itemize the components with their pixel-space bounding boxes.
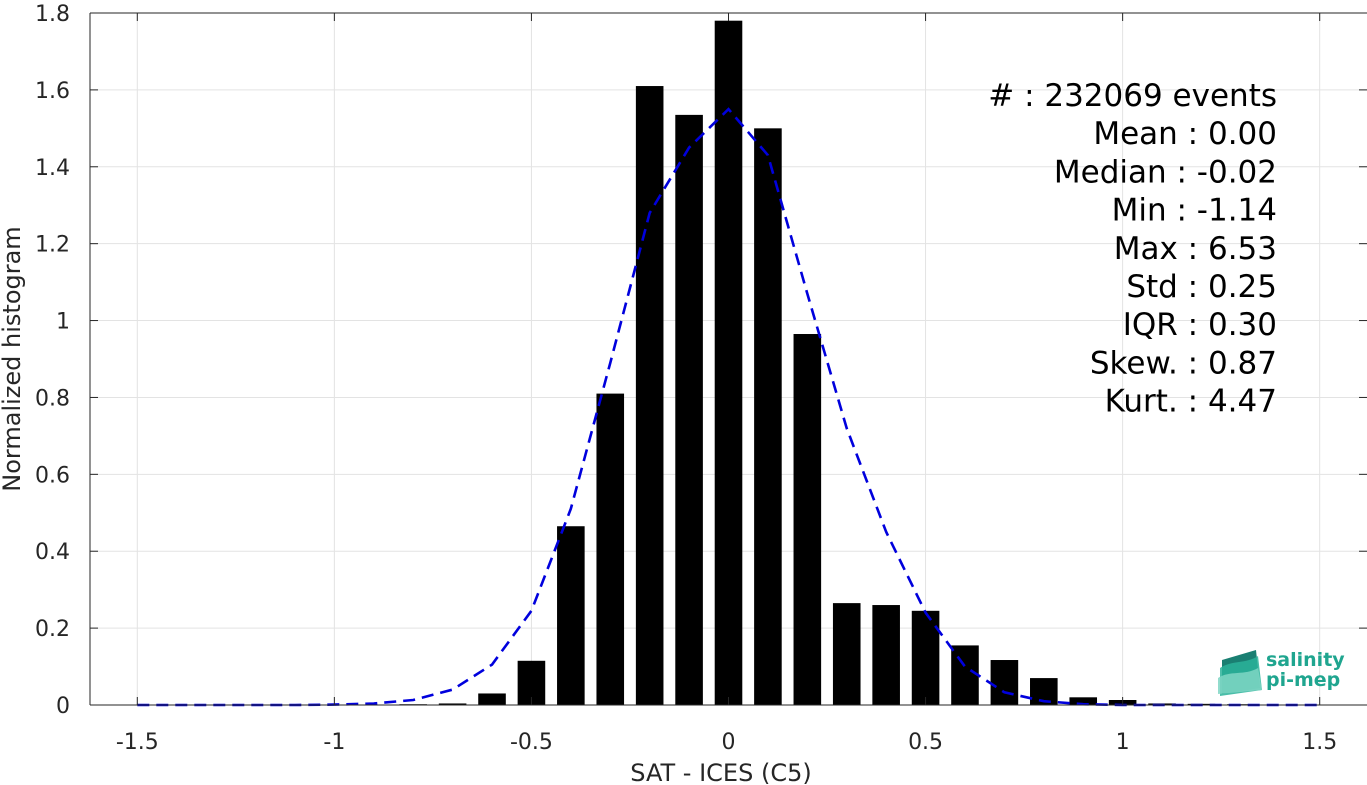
x-tick-label: 0.5 <box>908 730 943 755</box>
y-axis-title: Normalized histogram <box>0 226 26 491</box>
y-tick-label: 1.2 <box>35 233 70 258</box>
histogram-bar <box>951 645 979 705</box>
logo-text-pi-mep: pi-mep <box>1266 669 1340 691</box>
y-tick-label: 0.2 <box>35 617 70 642</box>
histogram-bar <box>1069 697 1098 705</box>
stat-line: # : 232069 events <box>988 78 1277 114</box>
x-axis-title: SAT - ICES (C5) <box>630 759 811 785</box>
x-tick-label: 0 <box>722 730 736 755</box>
y-tick-label: 1.8 <box>35 2 70 27</box>
histogram-bar <box>832 603 861 705</box>
y-tick-label: 0.6 <box>35 463 70 488</box>
y-tick-label: 1.4 <box>35 156 70 181</box>
stat-line: IQR : 0.30 <box>1123 307 1277 343</box>
x-tick-label: -1.5 <box>116 730 159 755</box>
histogram-bar <box>675 114 703 705</box>
x-tick-label: -0.5 <box>510 730 553 755</box>
histogram-bar <box>635 86 664 706</box>
y-tick-label: 0.8 <box>35 386 70 411</box>
histogram-bar <box>557 526 585 705</box>
x-tick-labels: -1.5 -1 -0.5 0 0.5 1 1.5 <box>116 730 1337 755</box>
y-tick-labels: 0 0.2 0.4 0.6 0.8 1 1.2 1.4 1.6 1.8 <box>35 2 70 719</box>
y-tick-label: 0.4 <box>35 540 70 565</box>
x-tick-label: 1.5 <box>1302 730 1337 755</box>
logo-text-salinity: salinity <box>1266 649 1345 671</box>
stat-line: Std : 0.25 <box>1126 269 1277 305</box>
y-tick-label: 1.6 <box>35 79 70 104</box>
stat-line: Mean : 0.00 <box>1093 116 1277 152</box>
histogram-bar <box>714 20 743 705</box>
logo-wave-icon <box>1218 650 1262 696</box>
stat-line: Median : -0.02 <box>1054 154 1277 190</box>
stat-line: Max : 6.53 <box>1114 231 1277 267</box>
histogram-bar <box>872 605 900 705</box>
y-tick-label: 1 <box>56 310 70 335</box>
histogram-bar <box>754 128 782 706</box>
histogram-bar <box>478 693 506 705</box>
x-tick-label: -1 <box>323 730 345 755</box>
histogram-bar <box>793 334 822 705</box>
x-tick-label: 1 <box>1116 730 1130 755</box>
salinity-pi-mep-logo: salinity pi-mep <box>1218 649 1345 696</box>
stat-line: Min : -1.14 <box>1112 193 1277 229</box>
histogram-bar <box>990 660 1019 705</box>
histogram-bar <box>438 703 467 705</box>
histogram-bar <box>911 610 940 705</box>
axes <box>89 12 1367 706</box>
histogram-bar <box>596 393 625 705</box>
stat-line: Skew. : 0.87 <box>1090 345 1277 381</box>
y-tick-label: 0 <box>56 694 70 719</box>
stat-line: Kurt. : 4.47 <box>1105 384 1277 420</box>
